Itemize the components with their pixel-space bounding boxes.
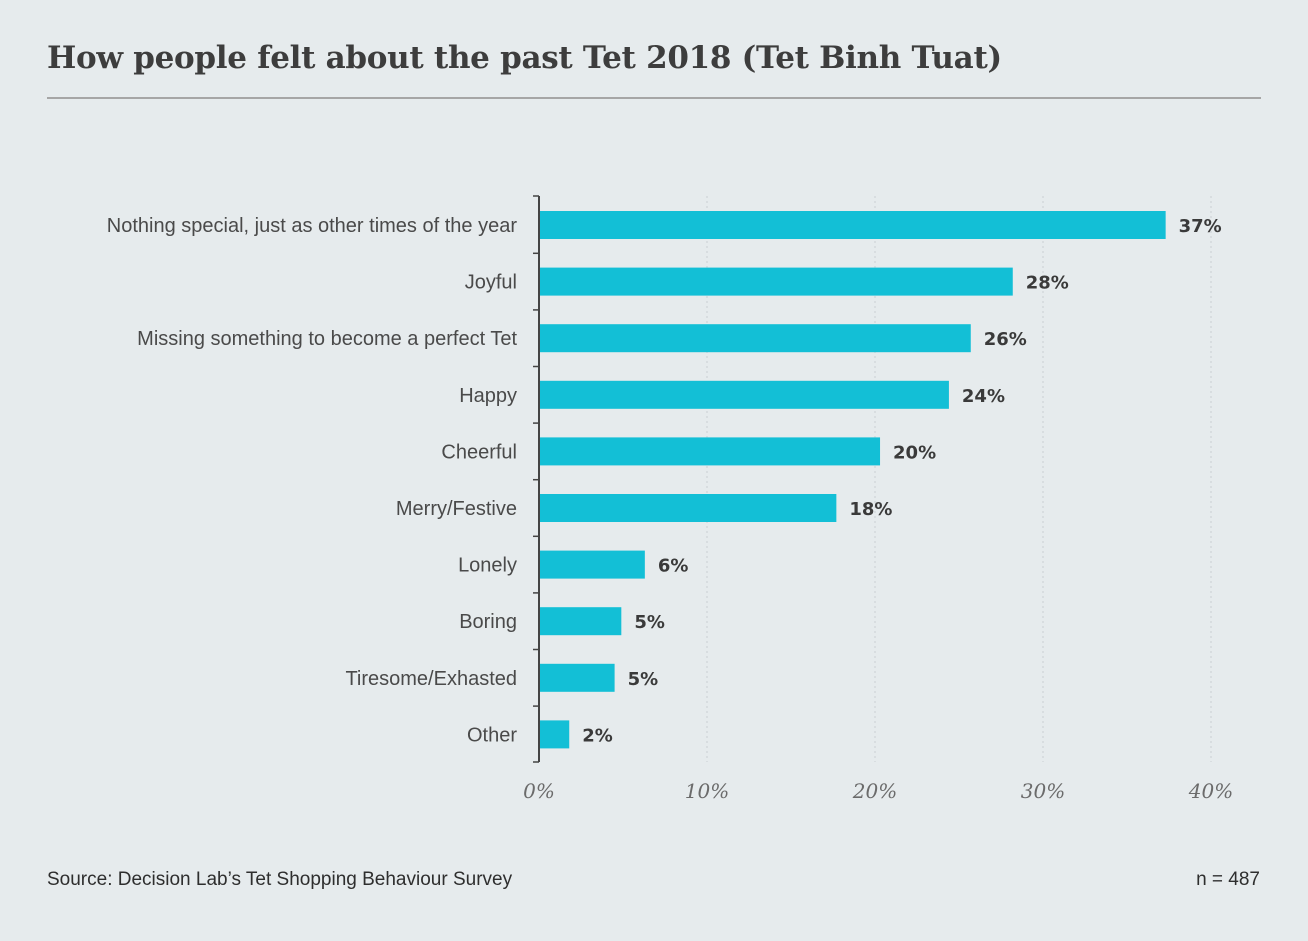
gridlines bbox=[706, 196, 1212, 762]
category-label: Tiresome/Exhasted bbox=[345, 668, 517, 690]
category-label: Nothing special, just as other times of … bbox=[107, 215, 518, 237]
value-label: 20% bbox=[893, 442, 936, 463]
value-label: 24% bbox=[962, 386, 1005, 407]
x-tick-label: 40% bbox=[1188, 779, 1233, 803]
bars bbox=[539, 211, 1166, 749]
source-note: Source: Decision Lab’s Tet Shopping Beha… bbox=[47, 869, 513, 890]
value-label: 37% bbox=[1179, 216, 1222, 237]
title-divider bbox=[47, 97, 1261, 99]
value-label: 5% bbox=[628, 669, 659, 690]
value-label: 26% bbox=[984, 329, 1027, 350]
chart-title: How people felt about the past Tet 2018 … bbox=[47, 40, 1002, 76]
y-axis bbox=[533, 195, 540, 763]
bar bbox=[539, 267, 1013, 296]
value-label: 5% bbox=[634, 612, 665, 633]
bar bbox=[539, 720, 570, 749]
bar bbox=[539, 437, 881, 466]
bar bbox=[539, 663, 615, 692]
category-labels: Nothing special, just as other times of … bbox=[107, 215, 518, 746]
bar bbox=[539, 607, 622, 636]
category-label: Happy bbox=[459, 385, 517, 407]
value-label: 28% bbox=[1026, 273, 1069, 294]
value-label: 18% bbox=[849, 499, 892, 520]
x-tick-label: 0% bbox=[523, 779, 555, 803]
x-axis-tick-labels: 0% 10% 20% 30% 40% bbox=[523, 779, 1233, 803]
category-label: Joyful bbox=[465, 272, 517, 294]
sample-size-note: n = 487 bbox=[1196, 869, 1260, 890]
value-labels: 37% 28% 26% 24% 20% 18% 6% 5% 5% 2% bbox=[582, 216, 1221, 746]
bar bbox=[539, 324, 971, 353]
x-tick-label: 30% bbox=[1021, 779, 1065, 803]
bar bbox=[539, 550, 645, 579]
x-tick-label: 10% bbox=[685, 779, 729, 803]
value-label: 2% bbox=[582, 725, 613, 746]
category-label: Boring bbox=[459, 611, 517, 633]
bar bbox=[539, 494, 837, 522]
category-label: Merry/Festive bbox=[396, 498, 517, 520]
value-label: 6% bbox=[658, 556, 689, 577]
bar bbox=[539, 380, 949, 409]
bar bbox=[539, 211, 1166, 239]
category-label: Missing something to become a perfect Te… bbox=[137, 328, 517, 350]
category-label: Cheerful bbox=[441, 441, 517, 463]
category-label: Other bbox=[467, 724, 517, 746]
x-tick-label: 20% bbox=[852, 779, 897, 803]
category-label: Lonely bbox=[458, 555, 517, 577]
